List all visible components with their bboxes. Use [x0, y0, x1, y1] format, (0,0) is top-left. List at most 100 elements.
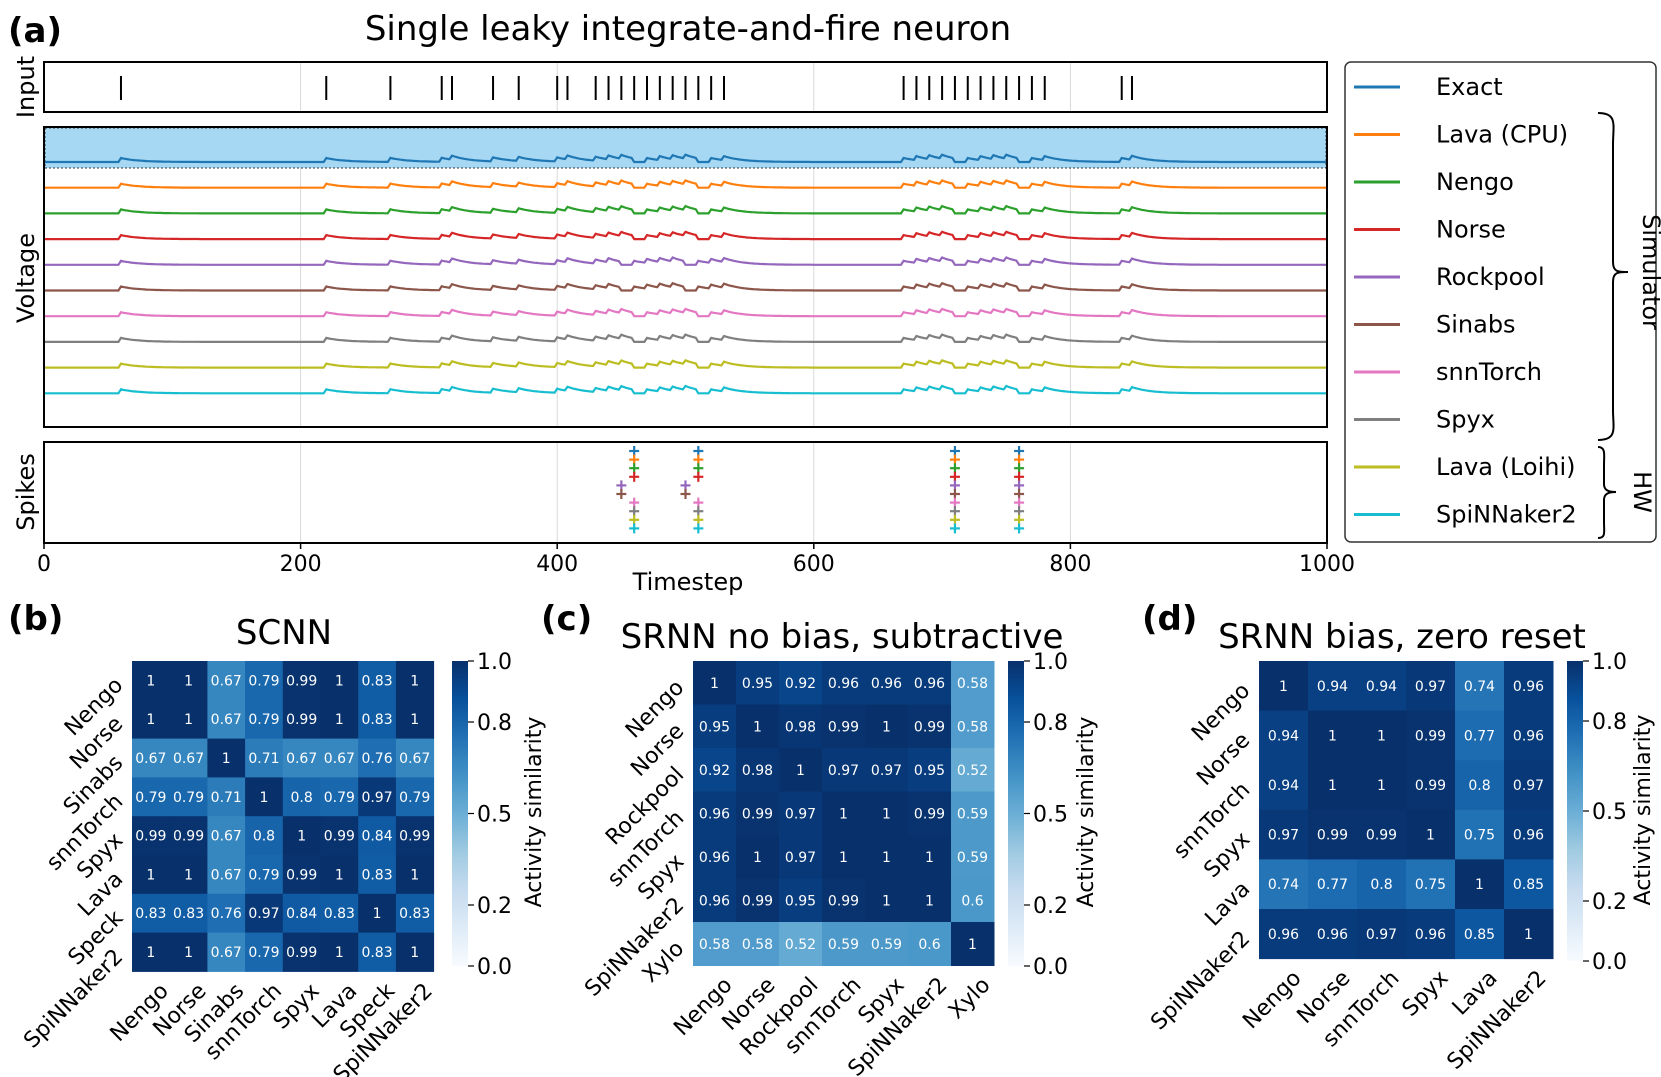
cell-value: 0.99: [399, 829, 430, 845]
cell-value: 0.83: [361, 712, 392, 728]
cell-value: 1: [335, 945, 344, 961]
cell-rect: [951, 704, 995, 749]
cell-value: 0.85: [1464, 927, 1495, 943]
cell-value: 0.77: [1464, 728, 1495, 744]
heatmap-cell: 0.94: [1357, 661, 1407, 712]
heatmap-cell: 0.92: [693, 748, 737, 792]
heatmap-cell: 1: [169, 855, 208, 895]
heatmap-cell: 1: [1259, 661, 1309, 712]
cell-rect: [1259, 859, 1309, 910]
heatmap-cell: 0.8: [1455, 760, 1505, 811]
heatmap-cell: 0.75: [1406, 859, 1456, 910]
cell-value: 0.96: [1317, 927, 1348, 943]
cell-value: 1: [146, 867, 155, 883]
cell-value: 0.97: [248, 906, 279, 922]
heatmap-cell: 1: [822, 835, 866, 879]
voltage-trace-spinnaker2: [44, 384, 1327, 395]
heatmap-cell: 0.99: [736, 791, 780, 836]
cell-value: 0.95: [742, 676, 773, 692]
cell-value: 0.71: [248, 751, 279, 767]
cell-rect: [207, 777, 246, 817]
cell-value: 0.96: [1415, 927, 1446, 943]
heatmap-cell: 1: [908, 835, 952, 879]
legend-label: Exact: [1436, 73, 1503, 101]
cell-rect: [865, 922, 909, 966]
cell-rect: [395, 932, 435, 972]
heatmap-cell: 0.83: [358, 932, 397, 972]
spike-marker: [1014, 523, 1025, 534]
cell-rect: [320, 777, 359, 817]
legend-item: Lava (CPU): [1354, 121, 1568, 149]
cell-value: 0.67: [211, 867, 242, 883]
cell-value: 0.99: [286, 673, 317, 689]
cell-rect: [822, 878, 866, 923]
heatmap-cell: 1: [865, 704, 909, 749]
spike-marker: [1014, 446, 1025, 456]
voltage-trace-lava-cpu-: [44, 179, 1327, 189]
cell-rect: [736, 878, 780, 923]
cell-rect: [1455, 710, 1505, 761]
cell-value: 0.67: [135, 751, 166, 767]
heatmap-cell: 0.99: [282, 932, 321, 972]
heatmap-cell: 1: [358, 893, 397, 934]
cell-rect: [1455, 760, 1505, 811]
heatmap-cell: 0.99: [736, 878, 780, 923]
heatmap-cell: 0.8: [282, 777, 321, 817]
heatmap-cell: 0.94: [1308, 661, 1358, 712]
heatmap-cell: 1: [282, 816, 321, 856]
panel-b: (b) SCNN 1 1 0.67 0.79 0.99 1 0.83 1 1 1 0.67 0.79 0…: [8, 599, 547, 1077]
heatmap-cell: 0.84: [282, 893, 321, 934]
heatmap-cell: 0.99: [169, 816, 208, 856]
cell-value: 0.58: [699, 937, 730, 953]
heatmap-cell: 1: [132, 932, 171, 972]
heatmap-cell: 1: [395, 661, 435, 701]
cell-rect: [693, 661, 737, 705]
cell-value: 0.59: [828, 937, 859, 953]
heatmap-cell: 0.99: [908, 704, 952, 749]
heatmap-cell: 0.77: [1455, 710, 1505, 761]
heatmap-cell: 0.58: [693, 922, 737, 966]
heatmap-cell: 1: [736, 835, 780, 879]
cell-rect: [779, 704, 823, 749]
heatmap-cell: 0.67: [132, 738, 171, 778]
cell-value: 1: [753, 719, 762, 735]
heatmap-cell: 0.74: [1259, 859, 1309, 910]
panel-b-colorbar-label: Activity similarity: [522, 717, 547, 908]
heatmap-cell: 0.67: [207, 816, 246, 856]
cell-value: 0.67: [173, 751, 204, 767]
cell-rect: [1259, 661, 1309, 712]
cell-value: 1: [839, 850, 848, 866]
cell-value: 0.76: [211, 906, 242, 922]
heatmap-cell: 1: [779, 748, 823, 792]
cell-value: 1: [410, 673, 419, 689]
heatmap-cell: 0.67: [207, 699, 246, 740]
cell-rect: [282, 699, 321, 740]
heatmap-cell: 0.67: [282, 738, 321, 778]
cell-value: 0.85: [1513, 877, 1544, 893]
spike-marker: [949, 480, 960, 491]
heatmap-cell: 0.8: [1357, 859, 1407, 910]
cell-value: 1: [222, 751, 231, 767]
heatmap-cell: 1: [1406, 809, 1456, 860]
heatmap-cell: 0.92: [779, 661, 823, 705]
heatmap-cell: 0.59: [822, 922, 866, 966]
heatmap-cell: 0.99: [822, 704, 866, 749]
panel-c-colorbar-label: Activity similarity: [1074, 717, 1099, 908]
cell-value: 0.6: [961, 893, 983, 909]
legend-item: snnTorch: [1354, 358, 1542, 386]
col-label: Spyx: [1398, 966, 1454, 1022]
cell-rect: [395, 738, 435, 778]
cell-value: 1: [1328, 778, 1337, 794]
heatmap-cell: 0.6: [951, 878, 995, 923]
heatmap-cell: 0.67: [169, 738, 208, 778]
cell-rect: [822, 791, 866, 836]
cell-value: 0.96: [1513, 728, 1544, 744]
cell-value: 0.59: [871, 937, 902, 953]
spike-marker: [693, 446, 704, 456]
heatmap-cell: 0.59: [951, 835, 995, 879]
legend-label: Lava (CPU): [1436, 121, 1568, 149]
input-axis-label: Input: [12, 56, 40, 118]
heatmap-cell: 0.96: [1504, 710, 1554, 761]
cell-value: 1: [410, 712, 419, 728]
